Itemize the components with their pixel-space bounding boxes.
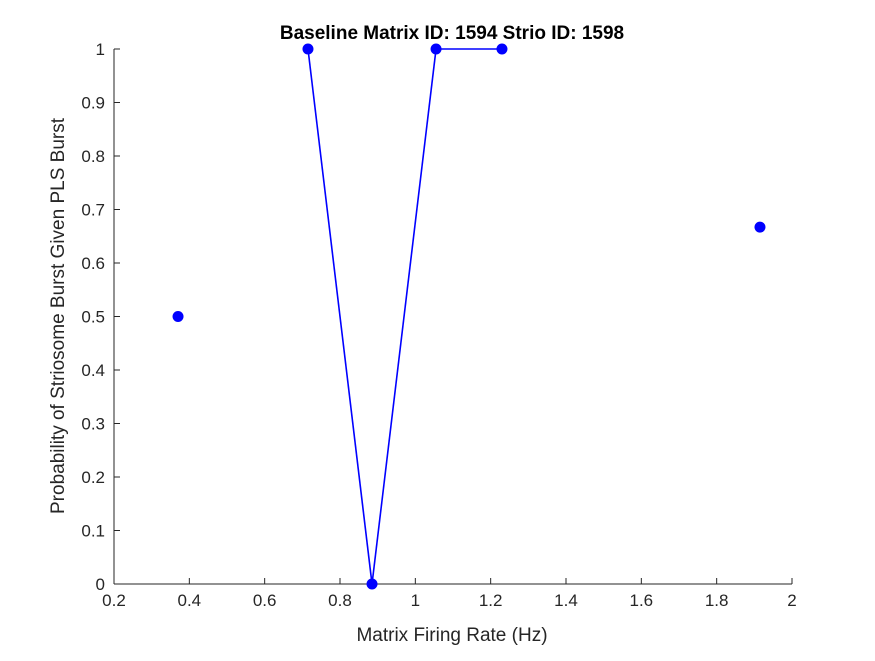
x-axis-label: Matrix Firing Rate (Hz) xyxy=(356,625,547,646)
series-line-segment xyxy=(371,48,437,585)
y-tick-label: 0.3 xyxy=(81,415,105,434)
series-points xyxy=(172,43,766,590)
y-tick-label: 0.7 xyxy=(81,201,105,220)
data-point xyxy=(302,43,314,55)
data-point xyxy=(754,221,766,233)
x-tick-label: 1.2 xyxy=(479,591,503,610)
x-axis-ticks: 0.2 0.4 0.6 0.8 1 1.2 1.4 1.6 1.8 2 xyxy=(102,578,797,610)
series-line-segment xyxy=(307,48,373,585)
y-tick-label: 0.4 xyxy=(81,361,105,380)
chart-title: Baseline Matrix ID: 1594 Strio ID: 1598 xyxy=(280,23,624,44)
axes xyxy=(113,49,792,585)
x-tick-label: 1.4 xyxy=(554,591,578,610)
series-lines xyxy=(307,48,502,585)
data-point xyxy=(366,578,378,590)
y-tick-label: 0.2 xyxy=(81,468,105,487)
data-point xyxy=(172,311,184,322)
y-tick-label: 0 xyxy=(96,575,105,594)
x-tick-label: 1.6 xyxy=(630,591,654,610)
x-tick-label: 0.8 xyxy=(328,591,352,610)
y-tick-label: 0.9 xyxy=(81,94,105,113)
y-tick-label: 0.6 xyxy=(81,254,105,273)
x-tick-label: 0.2 xyxy=(102,591,126,610)
data-point xyxy=(496,43,508,55)
y-tick-label: 0.8 xyxy=(81,147,105,166)
y-tick-label: 1 xyxy=(96,40,105,59)
x-tick-label: 2 xyxy=(787,591,796,610)
x-tick-label: 0.4 xyxy=(178,591,202,610)
y-tick-label: 0.1 xyxy=(81,522,105,541)
x-tick-label: 1.8 xyxy=(705,591,729,610)
data-point xyxy=(430,43,442,55)
y-axis-ticks: 0 0.1 0.2 0.3 0.4 0.5 0.6 0.7 0.8 0.9 1 xyxy=(81,40,120,594)
y-tick-label: 0.5 xyxy=(81,308,105,327)
x-tick-label: 1 xyxy=(411,591,420,610)
x-tick-label: 0.6 xyxy=(253,591,277,610)
y-axis-label: Probability of Striosome Burst Given PLS… xyxy=(48,117,69,514)
